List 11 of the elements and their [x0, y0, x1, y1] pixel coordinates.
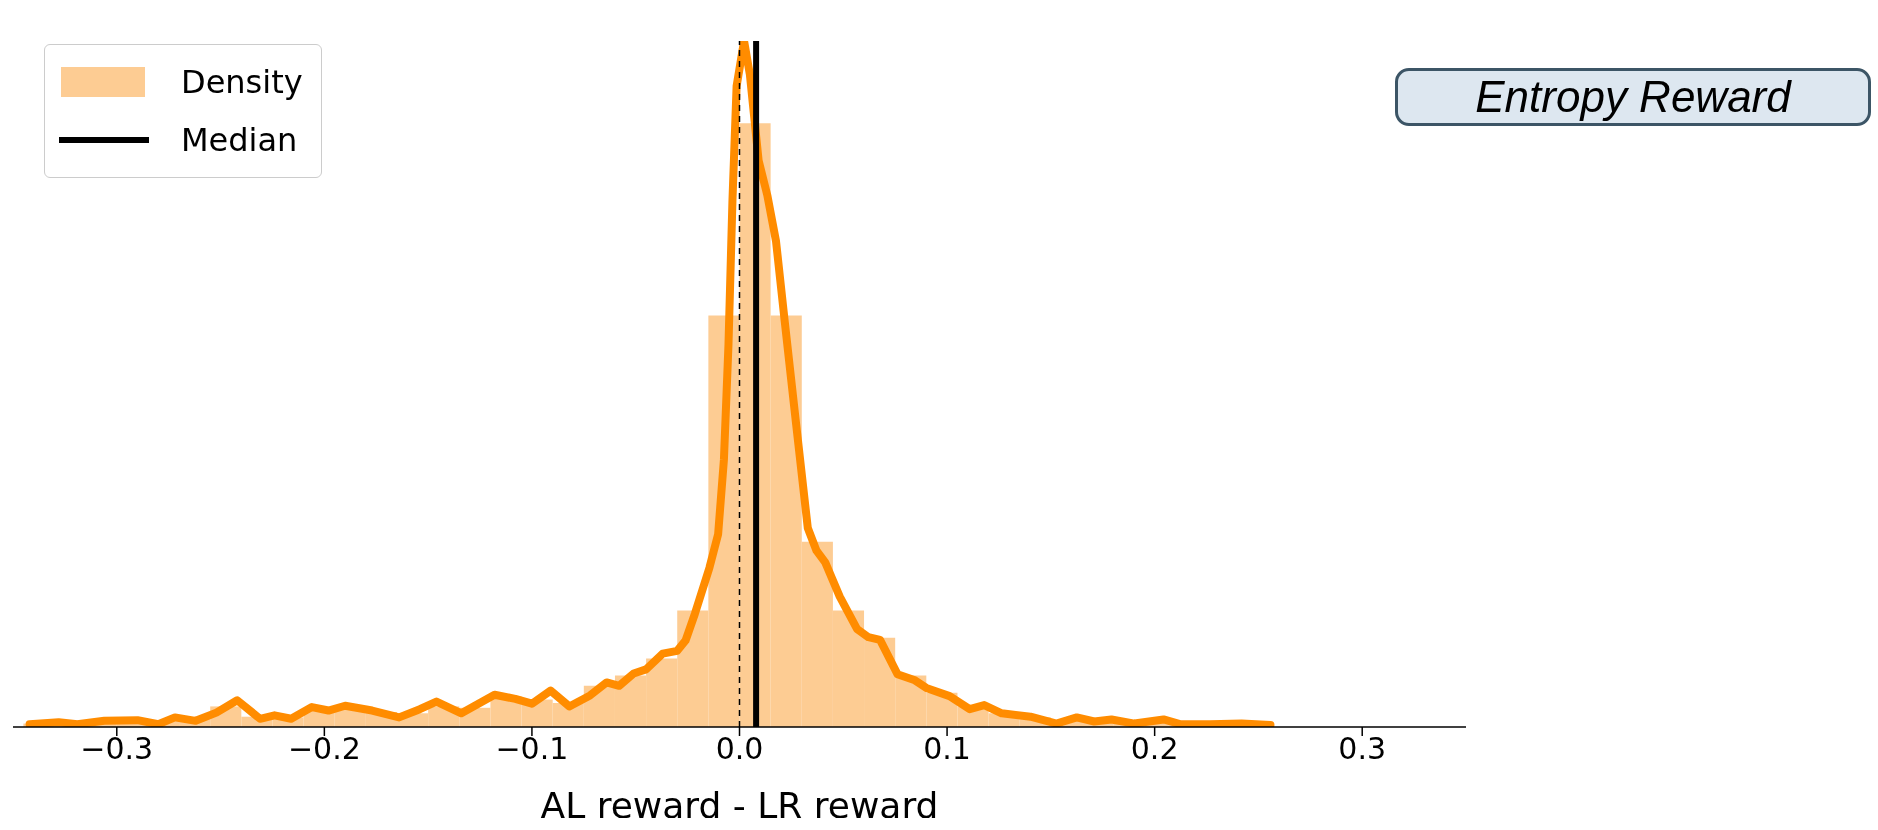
x-tick-label: −0.3 — [80, 731, 154, 767]
x-tick-label: −0.1 — [495, 731, 569, 767]
x-tick-label: 0.2 — [1130, 731, 1179, 767]
title-box: Entropy Reward — [1395, 68, 1871, 126]
x-tick-label: 0.1 — [923, 731, 971, 767]
x-tick-label: 0.0 — [715, 731, 764, 767]
x-tick-label: 0.3 — [1338, 731, 1387, 767]
x-tick-label: −0.2 — [287, 731, 361, 767]
ref-line-label: Median — [181, 121, 298, 159]
legend-label: Density — [181, 63, 303, 101]
x-axis-title: AL reward - LR reward — [540, 785, 939, 826]
